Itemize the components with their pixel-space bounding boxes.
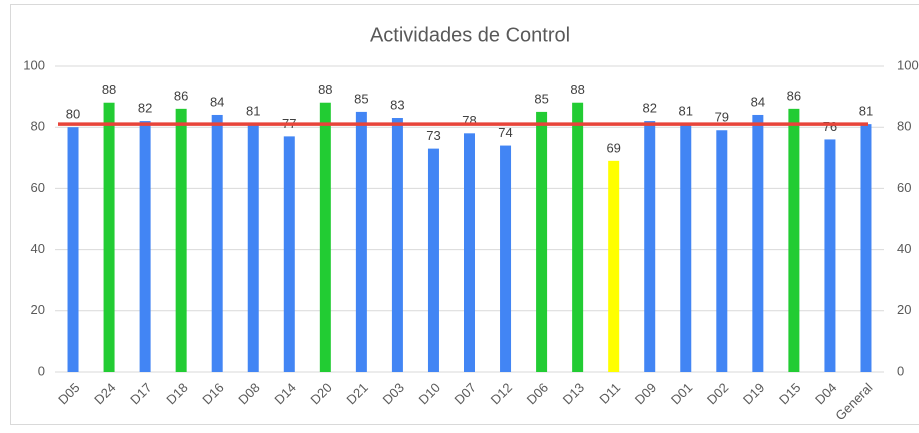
y2-tick-label: 60 (897, 180, 911, 195)
bar (572, 102, 584, 372)
value-label: 85 (354, 91, 368, 106)
bar (103, 102, 115, 372)
y-tick-label: 80 (31, 119, 45, 134)
bar (824, 139, 836, 372)
bar (283, 136, 295, 372)
bar (680, 124, 692, 372)
value-label: 81 (679, 104, 693, 119)
value-label: 88 (318, 82, 332, 97)
bar (427, 148, 439, 372)
value-label: 79 (715, 110, 729, 125)
value-label: 82 (642, 101, 656, 116)
y-tick-label: 100 (23, 57, 45, 72)
value-label: 85 (534, 91, 548, 106)
value-label: 81 (859, 104, 873, 119)
bar (752, 114, 764, 373)
value-label: 84 (751, 94, 765, 109)
value-label: 73 (426, 128, 440, 143)
bar (644, 121, 656, 372)
value-label: 69 (606, 140, 620, 155)
value-label: 80 (66, 107, 80, 122)
bar (247, 124, 259, 372)
y2-tick-label: 40 (897, 241, 911, 256)
bar (391, 118, 403, 373)
y2-tick-label: 20 (897, 302, 911, 317)
value-label: 88 (102, 82, 116, 97)
value-label: 86 (174, 88, 188, 103)
bar (860, 124, 872, 372)
bar (500, 145, 512, 372)
bar (175, 108, 187, 372)
bar (211, 114, 223, 373)
bar (355, 111, 367, 373)
bar (67, 127, 79, 372)
value-label: 81 (246, 104, 260, 119)
bar (319, 102, 331, 372)
y2-tick-label: 100 (897, 57, 919, 72)
bar (608, 160, 620, 372)
bar (536, 111, 548, 373)
y-tick-label: 0 (38, 363, 45, 378)
y2-tick-label: 0 (897, 363, 904, 378)
y-tick-label: 40 (31, 241, 45, 256)
bar (139, 121, 151, 372)
value-label: 76 (823, 119, 837, 134)
value-label: 86 (787, 88, 801, 103)
value-label: 84 (210, 94, 224, 109)
value-label: 74 (498, 125, 512, 140)
y-tick-label: 60 (31, 180, 45, 195)
value-label: 88 (570, 82, 584, 97)
y2-tick-label: 80 (897, 119, 911, 134)
y-tick-label: 20 (31, 302, 45, 317)
chart-title: Actividades de Control (370, 24, 570, 46)
value-label: 82 (138, 101, 152, 116)
bar (788, 108, 800, 372)
value-label: 83 (390, 97, 404, 112)
bar (716, 130, 728, 372)
bar (464, 133, 475, 372)
